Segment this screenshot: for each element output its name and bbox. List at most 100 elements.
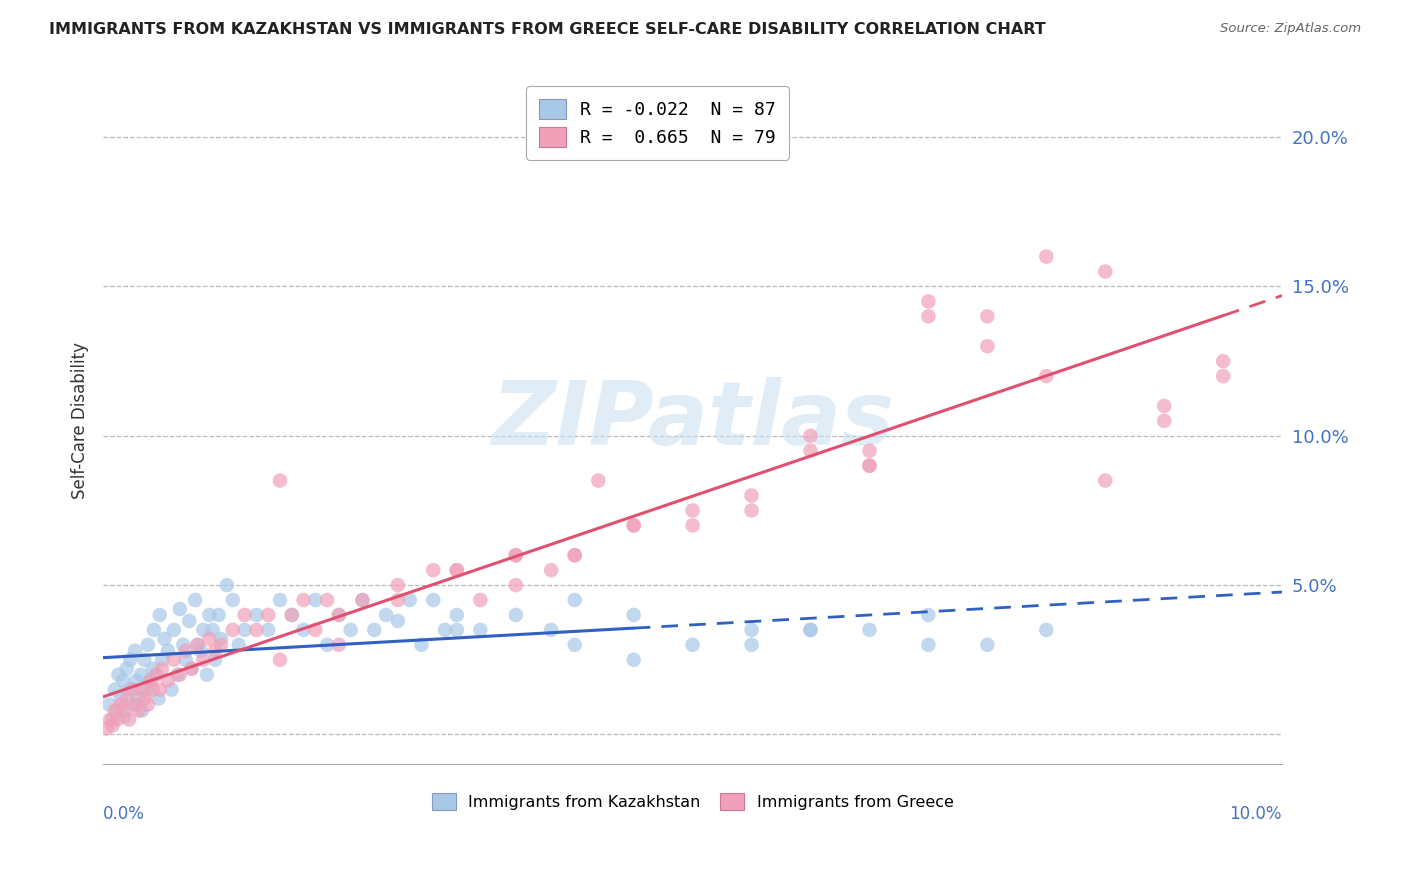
Point (623, 653, 645, 667)
Point (917, 638, 939, 652)
Point (505, 607, 527, 622)
Point (129, 667, 152, 681)
Point (136, 698, 159, 712)
Point (292, 593, 315, 607)
Point (115, 691, 138, 706)
Point (208, 607, 231, 622)
Point (96, 722, 118, 736)
Point (858, 443, 880, 458)
Point (976, 310, 998, 324)
Point (446, 563, 468, 577)
Point (328, 607, 350, 622)
Y-axis label: Self-Care Disability: Self-Care Disability (72, 343, 89, 500)
Point (917, 294, 939, 309)
Point (105, 704, 128, 718)
Point (110, 691, 132, 706)
Point (169, 667, 191, 681)
Point (564, 548, 586, 562)
Point (209, 632, 232, 646)
Point (741, 489, 763, 503)
Point (134, 691, 156, 706)
Point (257, 623, 280, 637)
Point (204, 653, 226, 667)
Point (917, 607, 939, 622)
Point (142, 682, 165, 697)
Point (1153, 399, 1175, 413)
Point (623, 607, 645, 622)
Point (186, 638, 208, 652)
Point (375, 607, 398, 622)
Point (363, 623, 385, 637)
Point (104, 682, 127, 697)
Point (163, 623, 186, 637)
Point (115, 662, 138, 676)
Point (352, 593, 374, 607)
Point (112, 704, 135, 718)
Point (387, 614, 409, 628)
Point (101, 718, 124, 732)
Point (128, 691, 150, 706)
Point (1035, 250, 1057, 264)
Point (195, 667, 218, 681)
Point (799, 443, 821, 458)
Point (505, 578, 527, 592)
Point (174, 653, 197, 667)
Point (104, 704, 127, 718)
Point (245, 607, 267, 622)
Point (339, 623, 361, 637)
Point (121, 698, 143, 712)
Point (352, 593, 374, 607)
Text: 10.0%: 10.0% (1230, 805, 1282, 823)
Point (184, 593, 207, 607)
Point (180, 662, 202, 676)
Point (540, 623, 562, 637)
Point (799, 623, 821, 637)
Point (142, 662, 165, 676)
Point (172, 638, 194, 652)
Point (422, 563, 444, 577)
Point (682, 518, 704, 533)
Point (125, 698, 148, 712)
Point (204, 644, 226, 658)
Point (623, 518, 645, 533)
Point (1094, 474, 1116, 488)
Point (98, 698, 121, 712)
Point (156, 644, 179, 658)
Point (858, 623, 880, 637)
Point (1094, 264, 1116, 278)
Point (198, 607, 221, 622)
Point (540, 563, 562, 577)
Point (145, 667, 167, 681)
Point (858, 458, 880, 473)
Point (1035, 623, 1057, 637)
Text: Source: ZipAtlas.com: Source: ZipAtlas.com (1220, 22, 1361, 36)
Point (118, 713, 141, 727)
Point (124, 644, 146, 658)
Point (145, 667, 167, 681)
Point (269, 593, 291, 607)
Point (139, 673, 162, 688)
Point (131, 682, 153, 697)
Point (292, 623, 315, 637)
Point (682, 503, 704, 517)
Point (128, 704, 150, 718)
Point (304, 623, 326, 637)
Point (976, 339, 998, 353)
Point (446, 563, 468, 577)
Point (682, 638, 704, 652)
Point (505, 548, 527, 562)
Point (169, 602, 191, 616)
Point (564, 548, 586, 562)
Point (411, 638, 433, 652)
Point (316, 593, 339, 607)
Point (150, 662, 173, 676)
Point (112, 709, 135, 723)
Point (398, 593, 420, 607)
Point (741, 503, 763, 517)
Point (134, 653, 156, 667)
Point (623, 518, 645, 533)
Text: ZIPatlas: ZIPatlas (491, 377, 894, 465)
Point (160, 682, 183, 697)
Point (564, 593, 586, 607)
Point (328, 638, 350, 652)
